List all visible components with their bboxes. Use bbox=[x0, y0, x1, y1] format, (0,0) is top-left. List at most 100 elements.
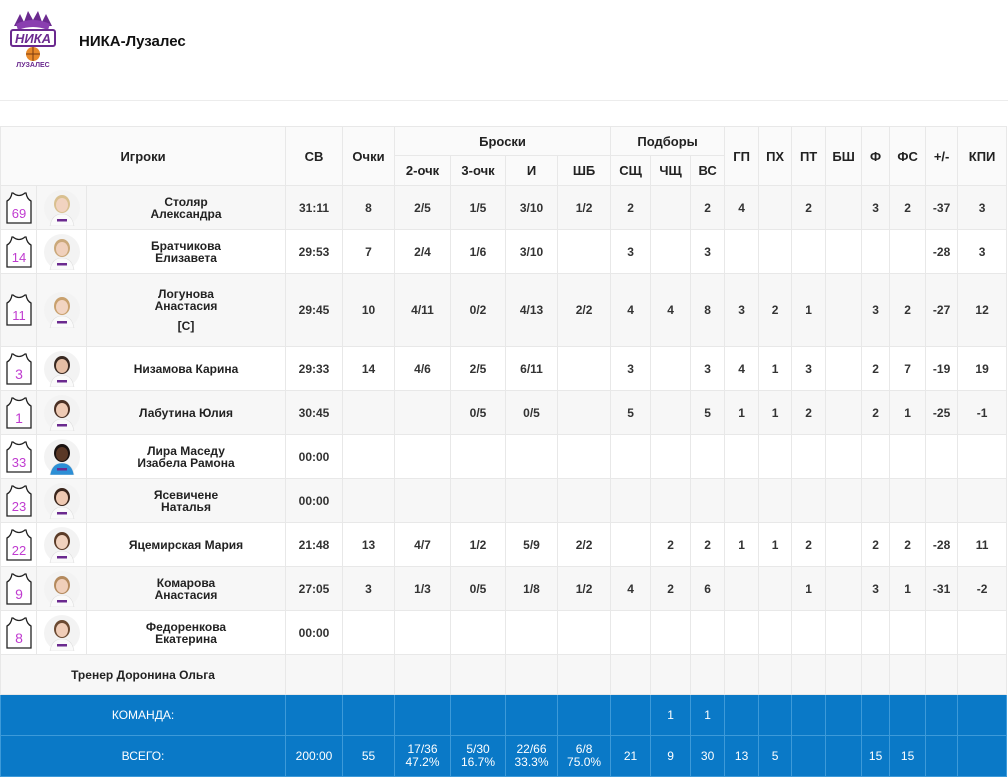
stat-three-pt: 1/2 bbox=[450, 522, 507, 567]
col-turnovers[interactable]: ПХ bbox=[758, 126, 793, 186]
col-field-goals[interactable]: И bbox=[505, 155, 559, 186]
total-free-throws: 6/8 75.0% bbox=[557, 735, 612, 777]
total-assists: 13 bbox=[724, 735, 760, 777]
jersey-icon: 1 bbox=[5, 396, 32, 429]
stat-reb-def: 5 bbox=[610, 390, 652, 435]
stat-points: 13 bbox=[342, 522, 396, 567]
player-name-line2: Анастасия bbox=[154, 299, 218, 313]
stat-two-pt bbox=[394, 434, 452, 479]
col-reb-total[interactable]: ВС bbox=[690, 155, 726, 186]
col-assists[interactable]: ГП bbox=[724, 126, 760, 186]
col-points[interactable]: Очки bbox=[342, 126, 396, 186]
player-name[interactable]: Лабутина Юлия bbox=[85, 390, 287, 435]
stat-steals: 2 bbox=[791, 390, 827, 435]
player-name-line1: Лабутина Юлия bbox=[138, 405, 234, 420]
player-photo-cell bbox=[36, 434, 87, 479]
col-fouls[interactable]: Ф bbox=[861, 126, 891, 186]
player-photo[interactable] bbox=[43, 482, 80, 519]
col-minutes[interactable]: СВ bbox=[285, 126, 344, 186]
stat-blocks bbox=[825, 273, 863, 347]
col-reb-off[interactable]: ЧЩ bbox=[650, 155, 692, 186]
player-jersey-cell: 11 bbox=[0, 273, 37, 347]
col-efficiency[interactable]: КПИ bbox=[957, 126, 1008, 186]
stat-reb-def bbox=[610, 522, 652, 567]
stat-three-pt bbox=[450, 610, 507, 655]
player-photo[interactable] bbox=[43, 570, 80, 607]
player-row[interactable]: 3 Низамова Карина 29:33 14 4/6 2/5 6/11 3 3 4 1 3 2 7… bbox=[0, 346, 1008, 391]
player-name[interactable]: Столяр Александра bbox=[85, 185, 287, 230]
col-blocks[interactable]: БШ bbox=[825, 126, 863, 186]
player-row[interactable]: 69 Столяр Александра 31:11 8 2/5 1/5 3/10 1/2 2 2 4… bbox=[0, 185, 1008, 230]
player-photo[interactable] bbox=[43, 292, 80, 328]
stat-reb-off bbox=[650, 610, 692, 655]
player-row[interactable]: 8 Федоренкова Екатерина 00:00 bbox=[0, 610, 1008, 655]
player-jersey-cell: 8 bbox=[0, 610, 37, 655]
player-row[interactable]: 14 Братчикова Елизавета 29:53 7 2/4 1/6 3/10 3 3-… bbox=[0, 229, 1008, 274]
player-row[interactable]: 1 Лабутина Юлия 30:45 0/5 0/5 5 5 1 1 2 2 1 -25 -1 bbox=[0, 390, 1008, 435]
player-name[interactable]: Комарова Анастасия bbox=[85, 566, 287, 611]
stat-reb-total: 8 bbox=[690, 273, 726, 347]
col-reb-def[interactable]: СЩ bbox=[610, 155, 652, 186]
player-photo[interactable] bbox=[43, 233, 80, 270]
player-photo[interactable] bbox=[43, 394, 80, 431]
player-row[interactable]: 23 Ясевичене Наталья 00:00 bbox=[0, 478, 1008, 523]
player-photo[interactable] bbox=[43, 614, 80, 651]
player-photo[interactable] bbox=[43, 526, 80, 563]
stat-reb-def: 2 bbox=[610, 185, 652, 230]
stat-points bbox=[342, 434, 396, 479]
col-fouls-drawn[interactable]: ФС bbox=[889, 126, 927, 186]
jersey-icon: 33 bbox=[5, 440, 32, 473]
total-three-pt: 5/30 16.7% bbox=[450, 735, 507, 777]
jersey-number: 23 bbox=[11, 499, 25, 514]
stat-reb-def: 3 bbox=[610, 229, 652, 274]
player-name[interactable]: Федоренкова Екатерина bbox=[85, 610, 287, 655]
player-photo[interactable] bbox=[43, 350, 80, 387]
stat-field-goals bbox=[505, 478, 559, 523]
total-reb-def: 21 bbox=[610, 735, 652, 777]
total-two-pt: 17/36 47.2% bbox=[394, 735, 452, 777]
total-minutes: 200:00 bbox=[285, 735, 344, 777]
col-two-pt[interactable]: 2-очк bbox=[394, 155, 452, 186]
stat-plus-minus: -19 bbox=[925, 346, 959, 391]
total-fouls-drawn: 15 bbox=[889, 735, 927, 777]
player-row[interactable]: 33 Лира Маседу Изабела Рамона 00:00 bbox=[0, 434, 1008, 479]
stat-points: 14 bbox=[342, 346, 396, 391]
player-name[interactable]: Ясевичене Наталья bbox=[85, 478, 287, 523]
stat-field-goals bbox=[505, 610, 559, 655]
stat-minutes: 30:45 bbox=[285, 390, 344, 435]
col-players[interactable]: Игроки bbox=[0, 126, 287, 186]
col-free-throws[interactable]: ШБ bbox=[557, 155, 612, 186]
col-plus-minus[interactable]: +/- bbox=[925, 126, 959, 186]
col-three-pt[interactable]: 3-очк bbox=[450, 155, 507, 186]
stat-fouls-drawn: 2 bbox=[889, 273, 927, 347]
player-row[interactable]: 11 Логунова Анастасия [C] 29:45 10 4/11 0/2 4/13… bbox=[0, 273, 1008, 347]
stat-plus-minus: -37 bbox=[925, 185, 959, 230]
player-row[interactable]: 22 Яцемирская Мария 21:48 13 4/7 1/2 5/9 2/2 2 2 1… bbox=[0, 522, 1008, 567]
player-name[interactable]: Логунова Анастасия [C] bbox=[85, 273, 287, 347]
stat-efficiency: 11 bbox=[957, 522, 1008, 567]
stat-steals bbox=[791, 434, 827, 479]
player-name[interactable]: Братчикова Елизавета bbox=[85, 229, 287, 274]
player-name[interactable]: Лира Маседу Изабела Рамона bbox=[85, 434, 287, 479]
player-name-line1: Лира Маседу bbox=[147, 443, 225, 458]
player-name[interactable]: Яцемирская Мария bbox=[85, 522, 287, 567]
stat-assists: 1 bbox=[724, 522, 760, 567]
col-steals[interactable]: ПТ bbox=[791, 126, 827, 186]
player-jersey-cell: 23 bbox=[0, 478, 37, 523]
player-photo[interactable] bbox=[43, 438, 80, 475]
stat-plus-minus: -25 bbox=[925, 390, 959, 435]
player-photo-cell bbox=[36, 390, 87, 435]
stat-turnovers: 1 bbox=[758, 522, 793, 567]
stat-minutes: 27:05 bbox=[285, 566, 344, 611]
player-row[interactable]: 9 Комарова Анастасия 27:05 3 1/3 0/5 1/8 1/2 4 2 6 1… bbox=[0, 566, 1008, 611]
stat-plus-minus: -31 bbox=[925, 566, 959, 611]
stat-blocks bbox=[825, 229, 863, 274]
player-name[interactable]: Низамова Карина bbox=[85, 346, 287, 391]
stat-reb-total bbox=[690, 610, 726, 655]
player-name-line1: Столяр bbox=[164, 194, 208, 209]
player-photo[interactable] bbox=[43, 189, 80, 226]
stat-plus-minus: -28 bbox=[925, 522, 959, 567]
player-name-line1: Логунова bbox=[158, 287, 214, 301]
stat-efficiency: 19 bbox=[957, 346, 1008, 391]
stat-blocks bbox=[825, 566, 863, 611]
